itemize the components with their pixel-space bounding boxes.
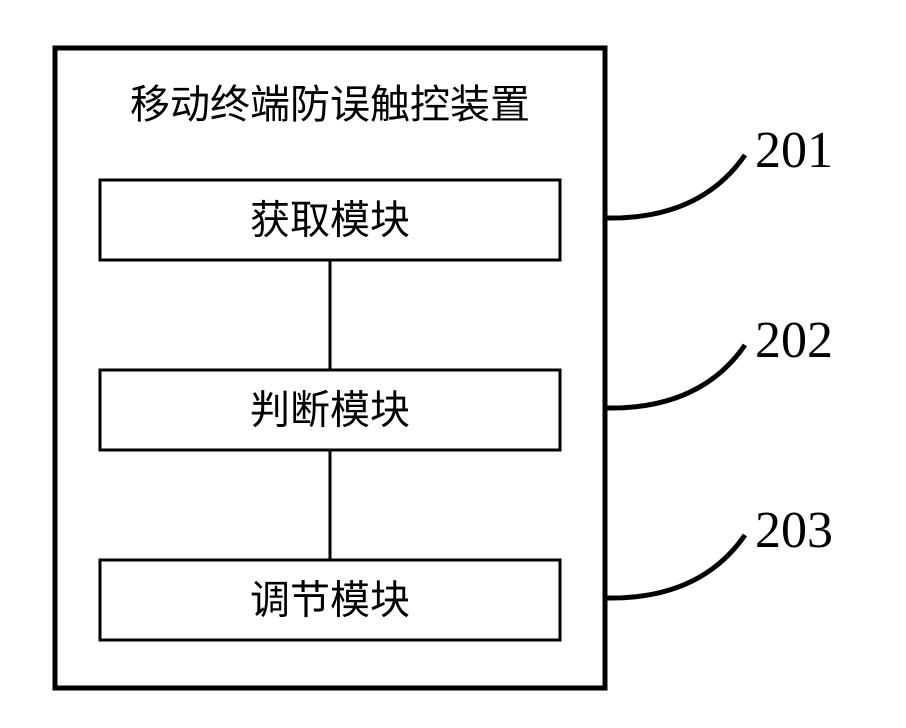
leader-curve-2	[605, 345, 745, 408]
diagram-title: 移动终端防误触控装置	[130, 82, 530, 127]
module-label: 获取模块	[250, 198, 410, 243]
block-diagram: 移动终端防误触控装置 获取模块判断模块调节模块 201 202 203	[0, 0, 906, 728]
refs-group: 201 202 203	[605, 122, 833, 598]
module-label: 调节模块	[250, 578, 410, 623]
ref-label: 202	[755, 312, 833, 369]
leader-curve-3	[605, 535, 745, 598]
nodes-group: 获取模块判断模块调节模块	[100, 180, 560, 640]
ref-label: 203	[755, 502, 833, 559]
module-label: 判断模块	[250, 388, 410, 433]
leader-curve-1	[605, 155, 745, 218]
ref-label: 201	[755, 122, 833, 179]
